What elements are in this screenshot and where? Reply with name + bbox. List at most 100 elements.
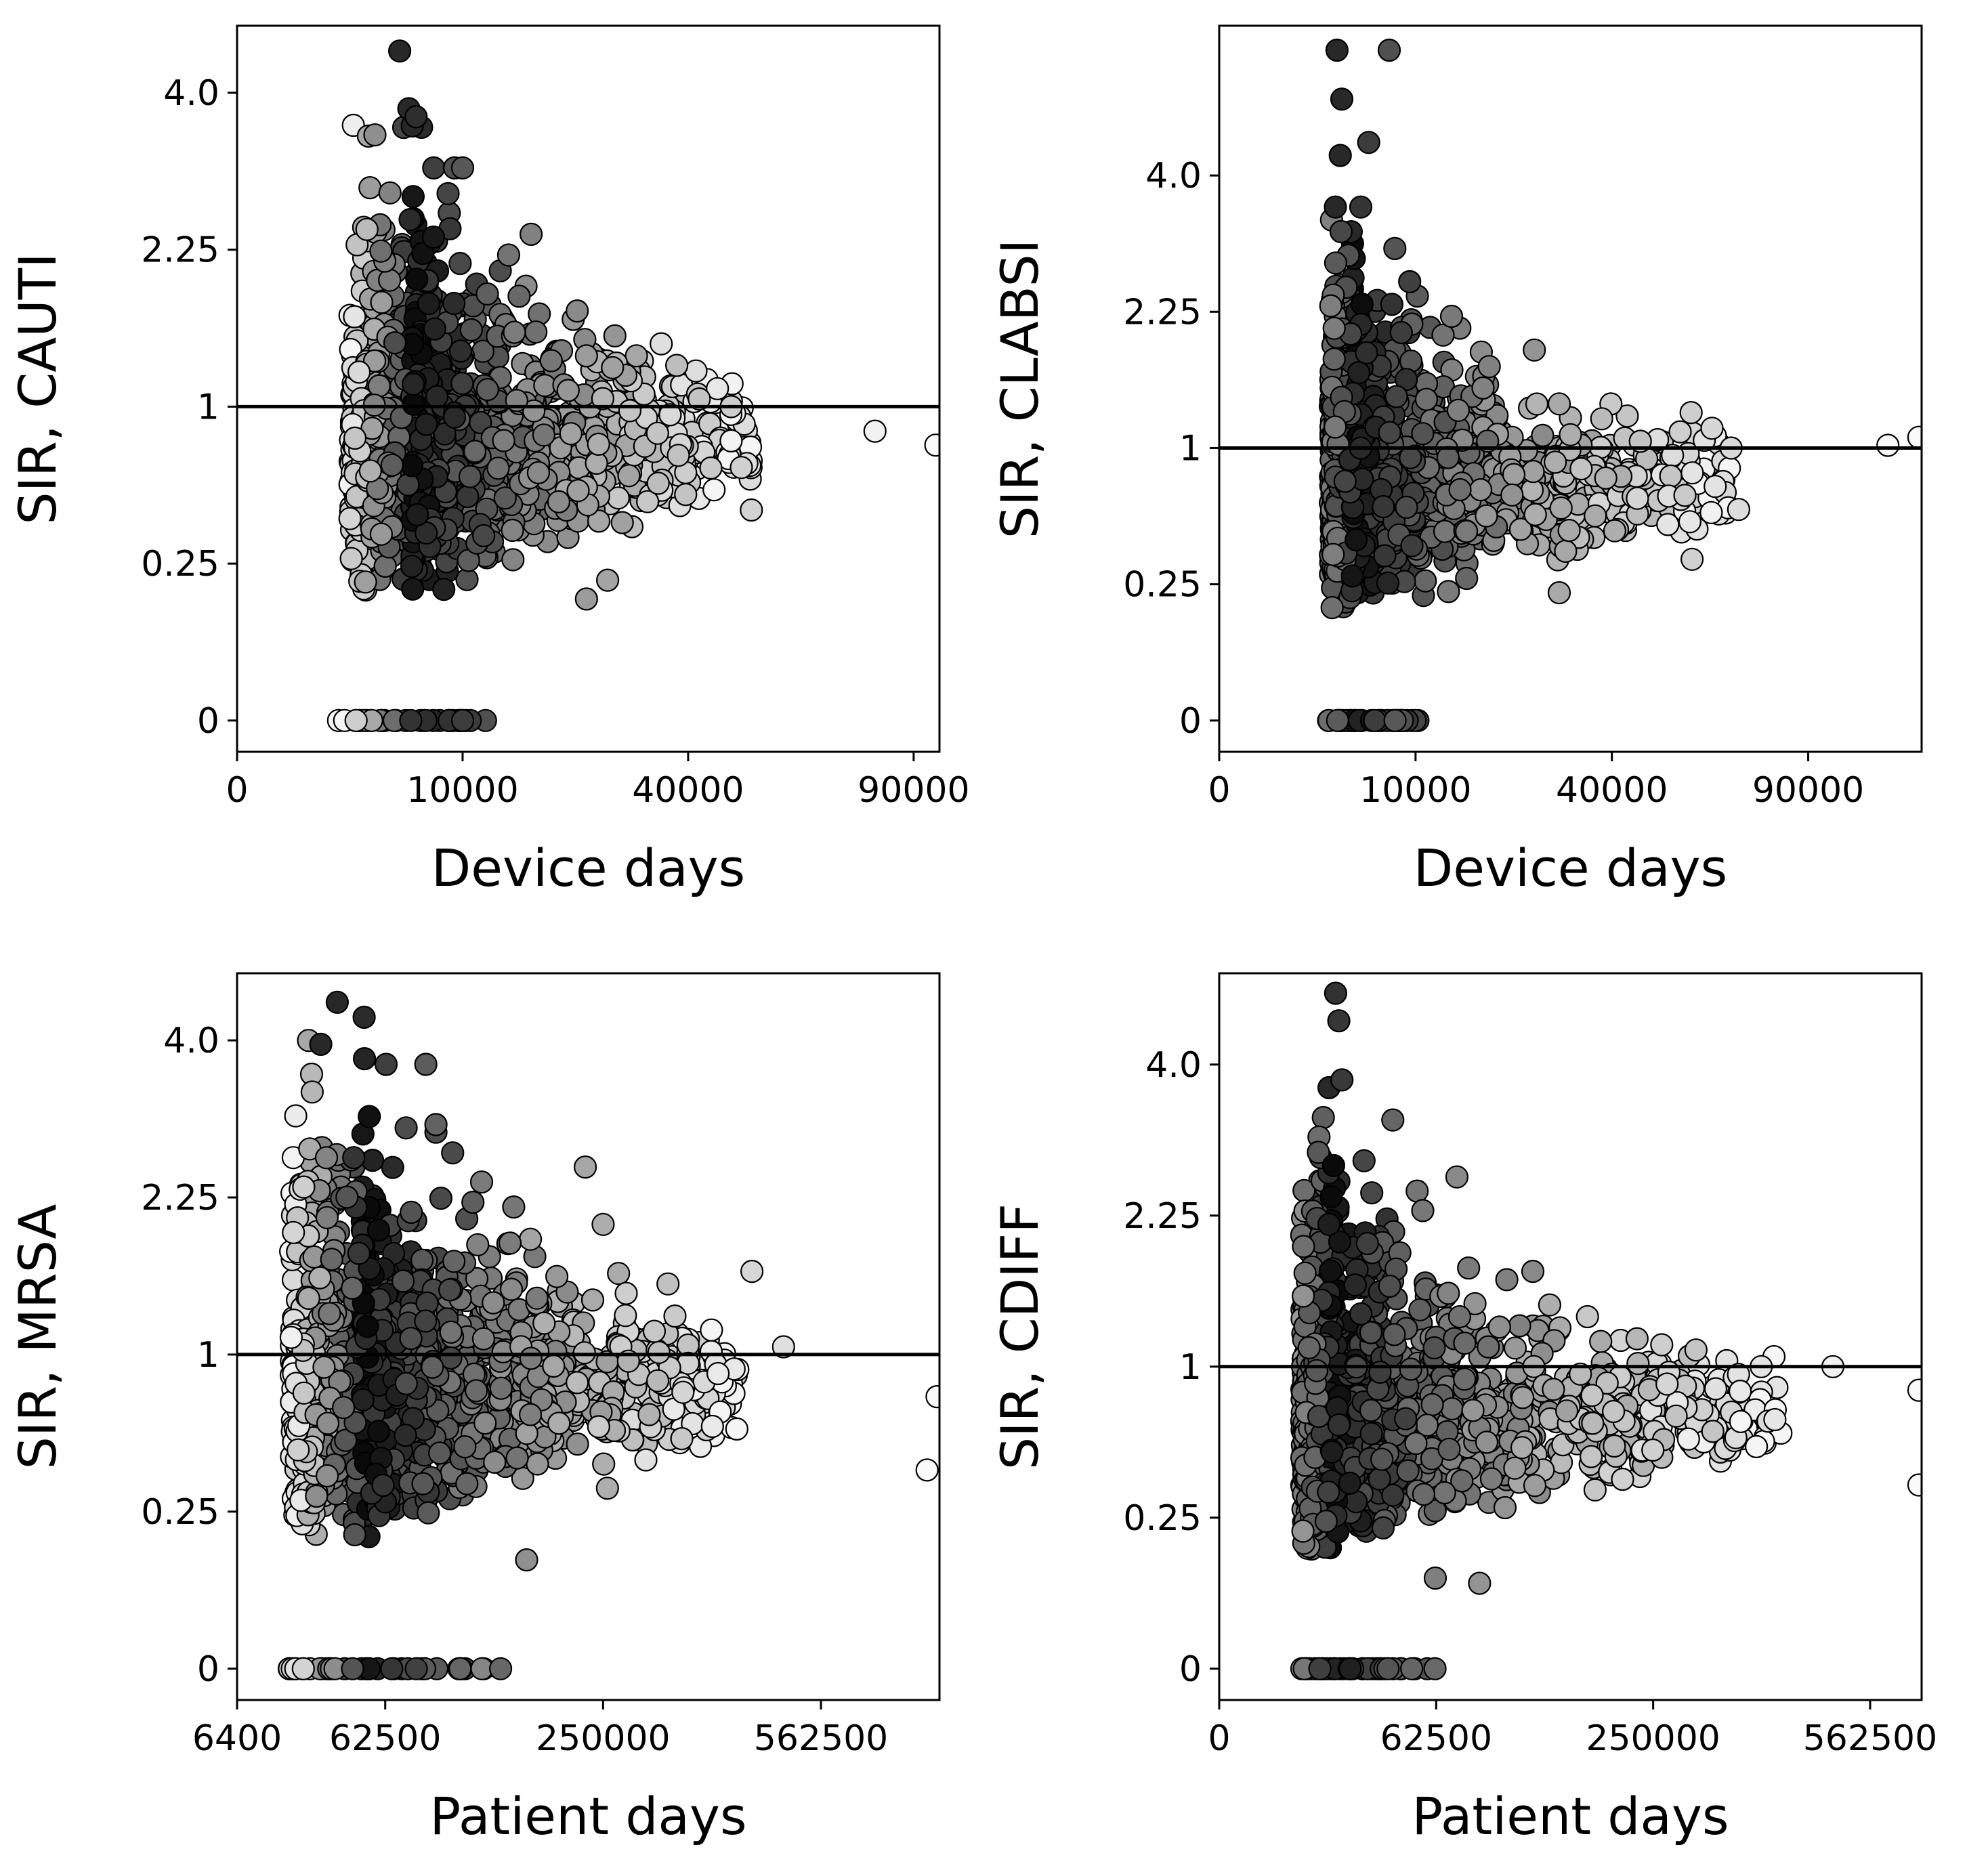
scatter-point <box>525 1286 549 1310</box>
scatter-point <box>587 1415 610 1439</box>
scatter-point <box>1311 1105 1335 1130</box>
y-tick-label: 2.25 <box>141 230 219 271</box>
scatter-point <box>566 1432 589 1456</box>
y-tick-label: 0 <box>1179 701 1202 742</box>
scatter-point-outlier <box>1907 425 1922 449</box>
scatter-point <box>343 426 367 450</box>
scatter-point <box>405 503 429 527</box>
scatter-point <box>532 1311 556 1335</box>
scatter-point <box>658 403 682 427</box>
scatter-point <box>432 578 456 601</box>
scatter-point <box>453 1435 477 1459</box>
scatter-point-outlier <box>414 1053 438 1076</box>
scatter-point <box>1398 270 1422 293</box>
scatter-point <box>1500 483 1524 507</box>
scatter-point <box>1373 544 1397 568</box>
scatter-point <box>1699 501 1723 524</box>
scatter-point <box>439 1320 463 1344</box>
scatter-point <box>400 555 424 578</box>
y-axis-label: SIR, CLABSI <box>990 239 1050 538</box>
scatter-point-outlier <box>1727 498 1750 522</box>
x-tick-label: 10000 <box>406 770 518 811</box>
scatter-point <box>1626 486 1649 510</box>
scatter-point <box>617 464 641 488</box>
scatter-point-zero <box>1326 708 1349 732</box>
scatter-point-zero <box>450 708 475 732</box>
scatter-point-zero <box>399 708 423 732</box>
scatter-point <box>369 239 393 263</box>
scatter-point <box>282 1220 305 1244</box>
scatter-point-outlier <box>924 433 939 457</box>
panel-mrsa: 6400 62500 250000 56250000.2512.254.0Patien… <box>7 972 941 1846</box>
scatter-point <box>667 444 690 467</box>
x-tick-label: 62500 <box>329 1718 441 1759</box>
x-tick-label: 40000 <box>1556 770 1668 811</box>
scatter-point <box>610 511 634 534</box>
x-tick-label: 90000 <box>858 770 969 811</box>
scatter-point <box>505 1446 529 1470</box>
scatter-point-outlier <box>519 222 543 246</box>
scatter-point-zero <box>291 1657 315 1680</box>
scatter-point <box>308 1266 332 1290</box>
scatter-point <box>436 182 460 205</box>
scatter-point <box>411 242 435 265</box>
scatter-point <box>1322 347 1346 371</box>
scatter-point <box>383 331 407 355</box>
scatter-point <box>671 1380 695 1404</box>
scatter-point <box>1678 510 1701 534</box>
scatter-point <box>1350 293 1374 316</box>
scatter-point-outlier <box>1325 38 1349 62</box>
scatter-point <box>592 1452 616 1476</box>
scatter-point <box>421 1355 444 1379</box>
x-tick-label: 10000 <box>1359 770 1471 811</box>
scatter-point <box>363 123 387 147</box>
scatter-point <box>1569 456 1593 481</box>
scatter-point-outlier <box>404 105 428 129</box>
scatter-point <box>542 1354 566 1378</box>
y-tick-label: 1 <box>197 1335 219 1376</box>
scatter-point <box>342 1146 366 1170</box>
plot-frame <box>1218 24 1923 753</box>
scatter-point <box>492 429 515 452</box>
scatter-point <box>1340 564 1364 588</box>
scatter-point <box>700 1318 723 1342</box>
scatter-point <box>439 1346 463 1370</box>
scatter-point <box>347 360 371 384</box>
scatter-point <box>464 1379 488 1403</box>
scatter-point <box>410 1248 434 1272</box>
scatter-point-outlier <box>574 344 598 368</box>
scatter-point <box>647 1340 671 1364</box>
scatter-point <box>486 456 510 480</box>
scatter-point-outlier <box>863 419 887 443</box>
scatter-point-outlier <box>309 1032 333 1057</box>
scatter-point <box>634 1448 658 1472</box>
scatter-point <box>706 377 729 400</box>
scatter-point <box>1468 477 1493 502</box>
scatter-point <box>518 1403 543 1426</box>
scatter-point <box>591 387 615 410</box>
scatter-point <box>674 482 698 507</box>
scatter-points <box>277 990 939 1680</box>
scatter-point <box>507 284 531 308</box>
scatter-point <box>455 1472 479 1495</box>
scatter-point <box>1521 1259 1545 1283</box>
scatter-point <box>1345 528 1368 552</box>
scatter-point <box>532 423 556 447</box>
scatter-point <box>706 1361 730 1386</box>
scatter-point-outlier <box>595 568 620 592</box>
scatter-point <box>292 1175 316 1199</box>
scatter-point <box>1549 496 1573 520</box>
scatter-point <box>355 217 379 241</box>
scatter-point <box>1324 415 1347 439</box>
scatter-point-zero <box>404 1657 428 1680</box>
scatter-point-outlier <box>325 990 349 1014</box>
plot-frame <box>236 24 941 753</box>
scatter-point <box>391 1269 415 1293</box>
scatter-point-outlier <box>740 498 763 522</box>
scatter-point <box>1329 219 1353 244</box>
scatter-point <box>463 440 487 463</box>
y-tick-label: 4.0 <box>1145 156 1202 196</box>
scatter-point-outlier <box>1349 195 1373 219</box>
scatter-point <box>421 226 446 249</box>
